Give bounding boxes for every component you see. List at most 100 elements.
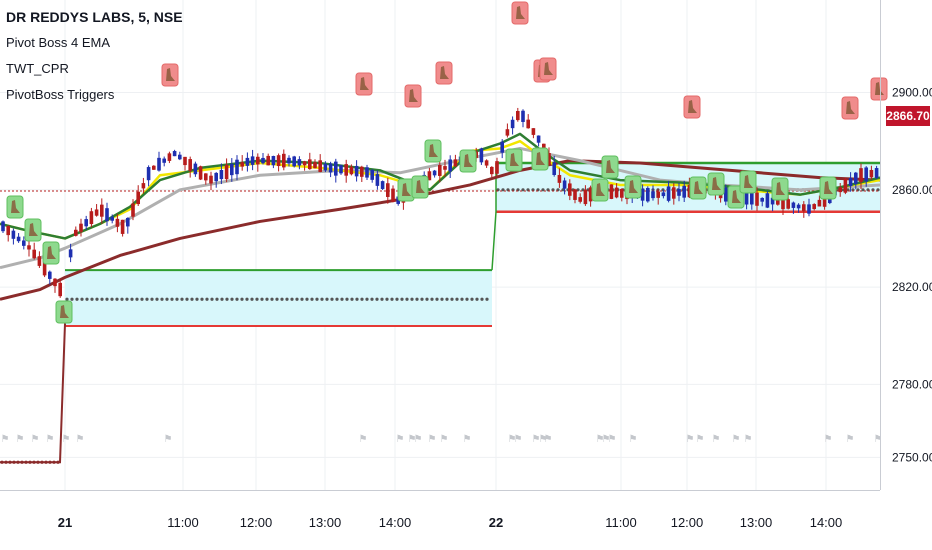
trigger-markers [6,1,888,324]
cpr-day1-pivot-dot [130,297,134,301]
cpr-day1-pivot-dot [250,297,254,301]
cpr-day1-pivot-dot [305,297,309,301]
cpr-day1-pivot-dot [245,297,249,301]
candle-body [760,197,764,202]
candle-body [188,159,192,171]
cpr-day2-pivot-dot [861,188,865,192]
candle-body [48,271,52,279]
candle-body [115,218,120,227]
cpr-day1-pivot-dot [185,297,189,301]
candle-body [105,208,109,222]
candle-body [448,159,452,172]
cpr-day1-pivot-dot [340,297,344,301]
candle-body [578,197,582,202]
cpr-day1-pivot-dot [325,297,329,301]
cpr-day1-pivot-dot [465,297,469,301]
candle-body [271,155,276,166]
cpr-day1-pivot-dot [290,297,294,301]
candle-body [42,260,47,276]
bottom-trigger-mark: ⚑ [31,434,40,445]
candle-body [443,166,447,170]
cpr-day1-pivot-dot [445,297,449,301]
candle-body [297,159,302,166]
prev-pivot-dot [24,460,28,464]
cpr-day2-pivot-dot [501,188,505,192]
candle-body [162,158,166,163]
prev-pivot-dot [36,460,40,464]
candle-body [230,163,234,176]
bottom-trigger-mark: ⚑ [414,434,423,445]
legend-indicator-triggers[interactable]: PivotBoss Triggers [6,87,115,102]
candle-body [1,221,5,232]
cpr-day1-pivot-dot [355,297,359,301]
last-price-label: 2866.70 [886,106,930,126]
candle-body [724,187,728,202]
candle-body [651,191,655,199]
prev-pivot-dot [8,460,12,464]
x-tick-label: 12:00 [240,515,273,530]
candle-body [136,191,140,205]
candle-body [365,167,369,178]
bottom-trigger-mark: ⚑ [46,434,55,445]
candle-body [74,229,78,236]
cpr-day2-pivot-dot [521,188,525,192]
candle-body [744,191,749,205]
bottom-trigger-marks: ⚑ ⚑ ⚑ ⚑ ⚑ ⚑ ⚑ ⚑ ⚑ ⚑⚑ ⚑ ⚑ ⚑ ⚑⚑ ⚑⚑⚑ ⚑⚑⚑ ⚑ ⚑ ⚑ ⚑ ⚑ ⚑ ⚑ ⚑ ⚑ [1,434,883,445]
candle-body [438,164,442,176]
candle-body [131,203,135,217]
trigger-marker-green-glyph [776,182,785,195]
candle-body [510,119,515,129]
candle-body [495,161,499,174]
candle-body [526,119,530,129]
cpr-day1-pivot-dot [435,297,439,301]
cpr-day1-pivot-dot [260,297,264,301]
prev-pivot-dot [56,460,60,464]
prev-pivot-dot [52,460,56,464]
candle-body [370,169,374,180]
cpr-day2-pivot-dot [541,188,545,192]
cpr-day1-pivot-dot [100,297,104,301]
prev-pivot-dot [16,460,20,464]
candle-body [765,193,770,208]
prev-pivot-dot [44,460,48,464]
candle-body [812,204,816,210]
candle-body [94,209,99,216]
x-tick-label: 13:00 [309,515,342,530]
candle-body [391,188,395,202]
bottom-trigger-mark: ⚑ [596,434,605,445]
cpr-day1-pivot-dot [405,297,409,301]
trigger-marker-green-glyph [732,190,741,203]
symbol-title[interactable]: DR REDDYS LABS, 5, NSE [6,9,183,25]
time-axis[interactable]: 21 11:00 12:00 13:00 14:00 22 11:00 12:00 13:00 1… [58,515,843,530]
bottom-trigger-mark: ⚑ [16,434,25,445]
legend-indicator-ema[interactable]: Pivot Boss 4 EMA [6,35,111,50]
cpr-day1-pivot-dot [275,297,279,301]
price-axis[interactable]: 2750.00 2780.00 2820.00 2860.00 2900.00 [892,86,932,465]
candle-body [37,256,42,266]
trigger-marker-green-glyph [60,305,69,318]
bottom-trigger-mark: ⚑ [629,434,638,445]
candle-body [214,172,218,182]
cpr-day1-pivot-dot [460,297,464,301]
ema-slow-line [0,159,881,301]
candle-body [22,240,26,246]
bottom-trigger-mark: ⚑ [463,434,472,445]
cpr-day1-pivot-dot [485,297,489,301]
candle-body [552,162,556,175]
trigger-marker-green-glyph [429,144,438,157]
cpr-day1-pivot-dot [430,297,434,301]
candle-body [6,225,10,236]
bottom-trigger-mark: ⚑ [539,434,548,445]
legend-indicator-cpr[interactable]: TWT_CPR [6,61,69,76]
cpr-day1-pivot-dot [455,297,459,301]
candle-body [568,183,572,196]
candle-body [193,163,198,175]
cpr-day1-pivot-dot [215,297,219,301]
trigger-marker-red-glyph [360,77,369,90]
cpr-day1-pivot-dot [160,297,164,301]
bottom-trigger-mark: ⚑ [608,434,617,445]
cpr-day1-pivot-dot [125,297,129,301]
cpr-day1-pivot-dot [95,297,99,301]
cpr-day2-pivot-dot [561,188,565,192]
